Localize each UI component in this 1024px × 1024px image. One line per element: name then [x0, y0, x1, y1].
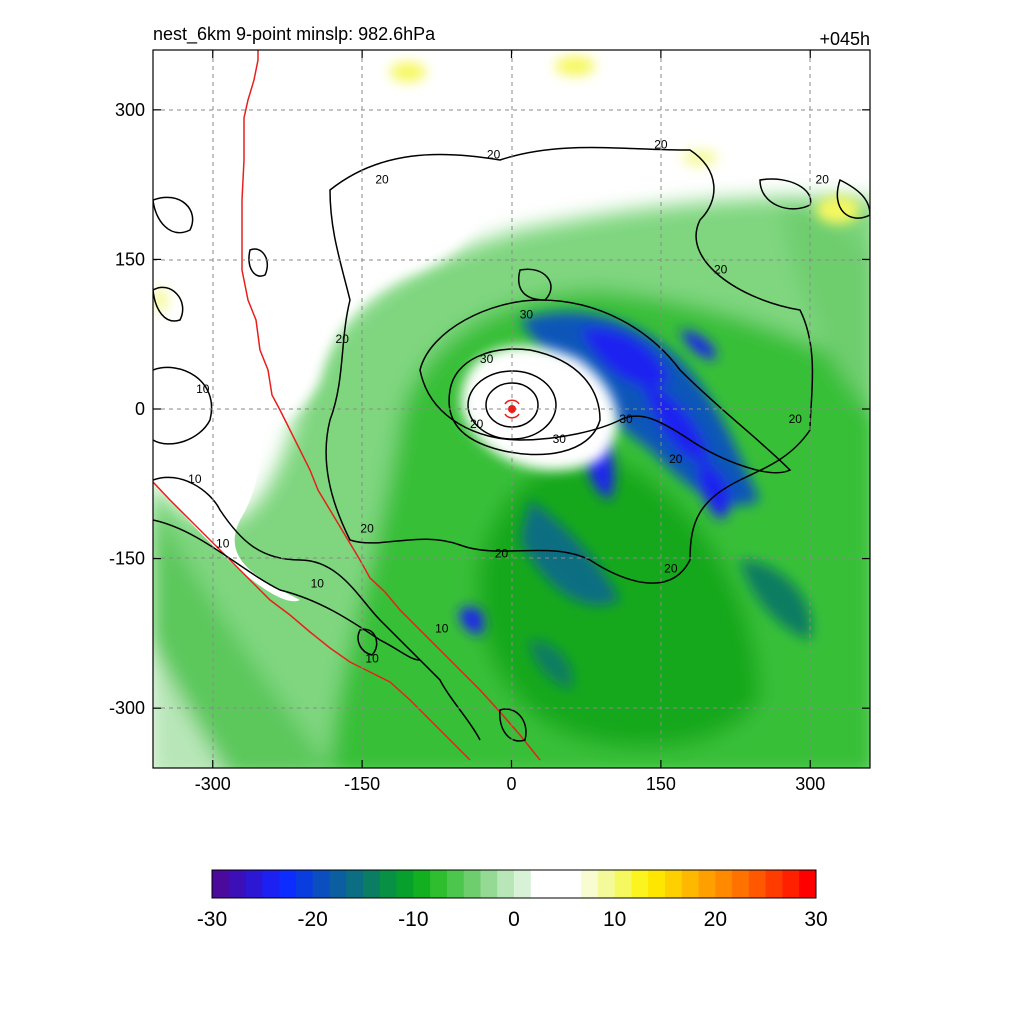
contour-label: 20 [487, 148, 501, 162]
y-tick-label: -300 [109, 698, 145, 718]
colorbar-swatch [698, 870, 716, 898]
land-white [153, 180, 300, 602]
colorbar-swatch [363, 870, 381, 898]
contour-label: 10 [435, 621, 449, 635]
contour-label: 20 [664, 562, 678, 576]
colorbar-ticks: -30 -20 -10 0 10 20 30 [197, 908, 828, 931]
contour-label: 20 [669, 452, 683, 466]
colorbar-tick-label: 20 [704, 908, 727, 931]
contour-label: 20 [789, 412, 803, 426]
colorbar-tick-label: 30 [804, 908, 827, 931]
colorbar [211, 869, 817, 899]
colorbar-swatch [665, 870, 683, 898]
contour-label: 10 [188, 472, 202, 486]
colorbar-swatch [480, 870, 498, 898]
contour-label: 30 [619, 412, 633, 426]
contour-label: 20 [816, 173, 830, 187]
colorbar-swatch [279, 870, 297, 898]
colorbar-frame [211, 869, 817, 899]
colorbar-swatch [228, 870, 247, 898]
colorbar-swatch [564, 870, 582, 898]
colorbar-tick-label: -20 [297, 908, 327, 931]
colorbar-swatch [530, 870, 549, 898]
y-axis: 300 150 0 -150 -300 [109, 100, 870, 718]
colorbar-swatch [581, 870, 599, 898]
x-tick-label: -300 [195, 774, 231, 794]
colorbar-tick-label: -30 [197, 908, 227, 931]
contour-label: 20 [360, 522, 374, 536]
storm-center-marker [504, 399, 520, 419]
contour-label: 20 [495, 547, 509, 561]
colorbar-swatch [614, 870, 632, 898]
colorbar-swatch [748, 870, 767, 898]
map-title: nest_6km 9-point minslp: 982.6hPa [153, 24, 436, 45]
colorbar-swatch [715, 870, 733, 898]
contour-label: 20 [336, 332, 350, 346]
contour-label: 20 [714, 262, 728, 276]
contour-label: 10 [196, 382, 210, 396]
x-axis: -300 -150 0 150 300 [195, 50, 825, 794]
y-tick-label: -150 [109, 549, 145, 569]
map-panel: 20 20 20 20 20 20 10 30 30 20 30 30 20 20 20 20 20 10 10 10… [153, 50, 870, 768]
colorbar-swatch [446, 870, 465, 898]
positive-spots [153, 56, 860, 312]
colorbar-swatch [463, 870, 481, 898]
contour-label: 20 [375, 173, 389, 187]
colorbar-swatch [514, 870, 532, 898]
colorbar-swatch [631, 870, 649, 898]
y-tick-label: 300 [115, 100, 145, 120]
forecast-hour-label: +045h [819, 29, 870, 49]
colorbar-tick-label: 10 [603, 908, 626, 931]
y-tick-label: 0 [135, 399, 145, 419]
colorbar-tick-label: 0 [508, 908, 520, 931]
colorbar-swatch [681, 870, 700, 898]
colorbar-swatch [648, 870, 666, 898]
contour-label: 30 [520, 307, 534, 321]
colorbar-swatch [799, 870, 817, 898]
coastline-outer [153, 481, 471, 761]
colorbar-swatch [312, 870, 330, 898]
colorbar-swatch [262, 870, 280, 898]
contour-label: 20 [654, 138, 668, 152]
colorbar-swatch [782, 870, 800, 898]
colorbar-swatch [245, 870, 263, 898]
colorbar-swatch [597, 870, 616, 898]
contour-label: 10 [216, 537, 230, 551]
contour-label: 10 [311, 577, 325, 591]
x-tick-label: -150 [344, 774, 380, 794]
coastline-inner [241, 50, 541, 761]
colorbar-swatch [497, 870, 515, 898]
x-tick-label: 0 [506, 774, 516, 794]
contour-labels: 20 20 20 20 20 20 10 30 30 20 30 30 20 20 20 20 20 10 10 10… [188, 138, 829, 666]
contour-label: 30 [480, 352, 494, 366]
colorbar-swatch [413, 870, 431, 898]
contour-label: 30 [553, 432, 567, 446]
colorbar-swatch [547, 870, 565, 898]
colorbar-swatch [379, 870, 398, 898]
colorbar-swatch [732, 870, 750, 898]
colorbar-swatch [346, 870, 364, 898]
colorbar-swatch [396, 870, 414, 898]
colorbar-tick-label: -10 [398, 908, 428, 931]
x-tick-label: 300 [795, 774, 825, 794]
colorbar-swatch [295, 870, 314, 898]
x-tick-label: 150 [646, 774, 676, 794]
colorbar-swatch [329, 870, 347, 898]
y-tick-label: 150 [115, 249, 145, 269]
contour-label: 10 [365, 651, 379, 665]
colorbar-swatch [430, 870, 448, 898]
colorbar-swatch [765, 870, 783, 898]
colorbar-swatch [212, 870, 230, 898]
contour-label: 20 [470, 417, 484, 431]
contour-lines [153, 146, 870, 742]
